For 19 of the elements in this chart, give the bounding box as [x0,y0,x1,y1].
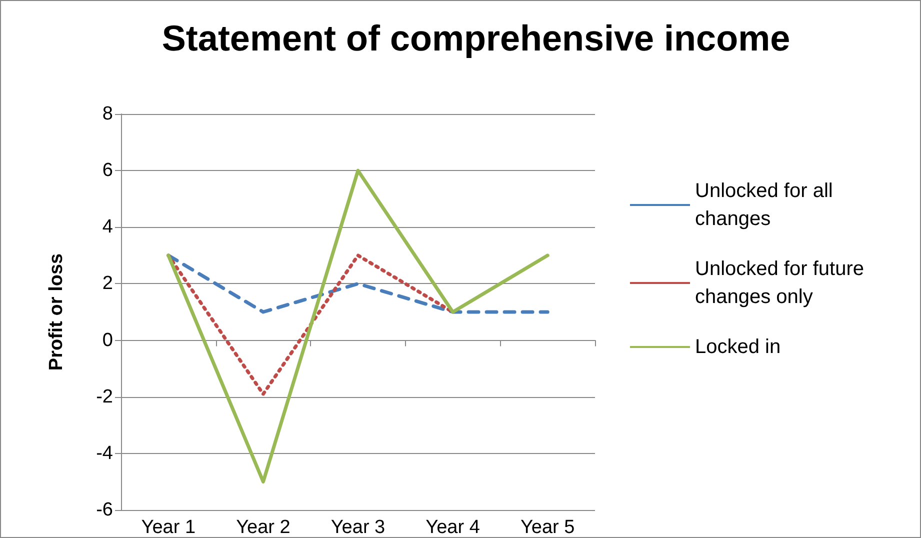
legend-label: Locked in [695,336,781,358]
y-tick-label: -2 [96,386,113,408]
x-tick-label: Year 5 [520,517,575,538]
x-tick-label: Year 3 [330,517,386,538]
y-tick-label: 8 [102,104,113,124]
legend-label: Unlocked for future changes only [695,258,870,308]
y-tick-label: -6 [96,500,113,520]
x-tick-label: Year 4 [426,517,480,538]
y-tick-label: 2 [102,273,113,294]
x-tick-label: Year 1 [141,517,196,538]
y-tick-label: 0 [102,330,113,351]
y-tick-label: -4 [96,442,114,464]
legend-label: Unlocked for all changes [695,180,838,230]
x-tick-label: Year 2 [236,517,290,538]
y-tick-label: 4 [102,216,114,238]
y-tick-label: 6 [102,160,113,182]
line-series [166,168,550,484]
y-axis-title: Profit or loss [46,253,67,371]
chart-title: Statement of comprehensive income [162,18,790,58]
